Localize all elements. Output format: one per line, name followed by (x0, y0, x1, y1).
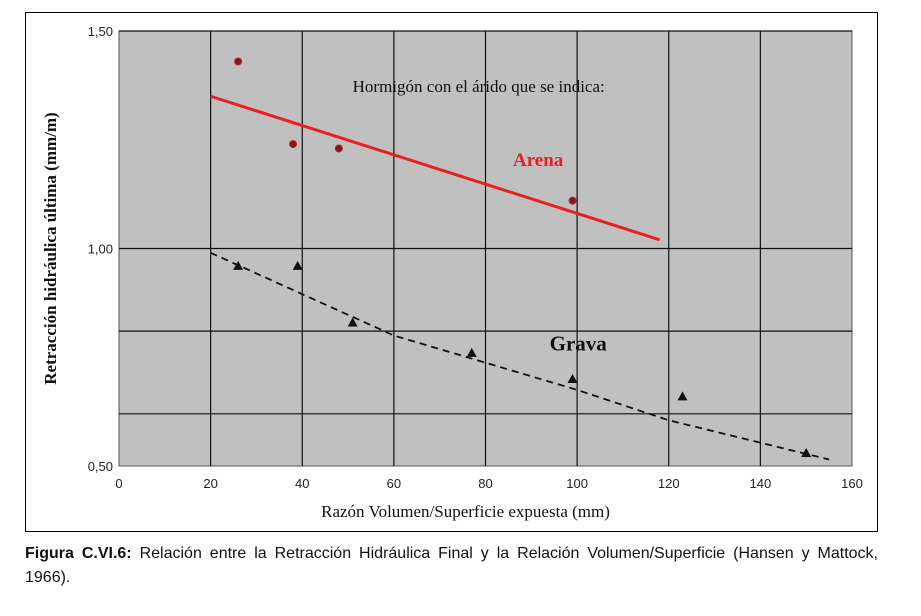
chart-annotation: Hormigón con el árido que se indica: (353, 77, 605, 96)
x-tick-label: 60 (387, 476, 401, 491)
x-tick-label: 140 (750, 476, 772, 491)
x-tick-label: 120 (658, 476, 680, 491)
figure-caption: Figura C.VI.6: Relación entre la Retracc… (25, 542, 878, 590)
arena-trend-line (210, 94, 661, 242)
grava-point (677, 391, 688, 401)
grava-point (292, 260, 303, 270)
x-tick-label: 80 (478, 476, 492, 491)
arena-point (568, 196, 577, 205)
x-tick-label: 40 (295, 476, 309, 491)
x-tick-label: 160 (841, 476, 863, 491)
grava-point (801, 447, 812, 457)
grava-point (466, 347, 477, 357)
arena-series-label: Arena (513, 150, 564, 171)
caption-label: Figura C.VI.6: (25, 545, 132, 562)
x-axis-title: Razón Volumen/Superficie expuesta (mm) (321, 502, 610, 521)
x-tick-label: 100 (566, 476, 588, 491)
y-tick-label: 1,50 (88, 24, 113, 39)
y-axis-title: Retracción hidráulica última (mm/m) (41, 112, 60, 384)
arena-point (334, 144, 343, 153)
caption-text: Relación entre la Retracción Hidráulica … (25, 545, 879, 586)
grava-point (347, 317, 358, 327)
y-tick-label: 0,50 (88, 459, 113, 474)
grava-series-label: Grava (550, 332, 608, 356)
x-tick-label: 0 (115, 476, 122, 491)
chart: 0 20 40 60 80 100 120 140 160 0,50 1,00 1,50 Razón V… (41, 24, 863, 521)
y-tick-label: 1,00 (88, 242, 113, 257)
grava-point (567, 374, 578, 383)
arena-point (234, 57, 243, 66)
grava-point (233, 260, 244, 270)
arena-point (289, 140, 298, 149)
grava-trend-line (210, 251, 830, 461)
x-tick-label: 20 (203, 476, 217, 491)
figure-frame: 0 20 40 60 80 100 120 140 160 0,50 1,00 1,50 Razón V… (25, 12, 878, 532)
